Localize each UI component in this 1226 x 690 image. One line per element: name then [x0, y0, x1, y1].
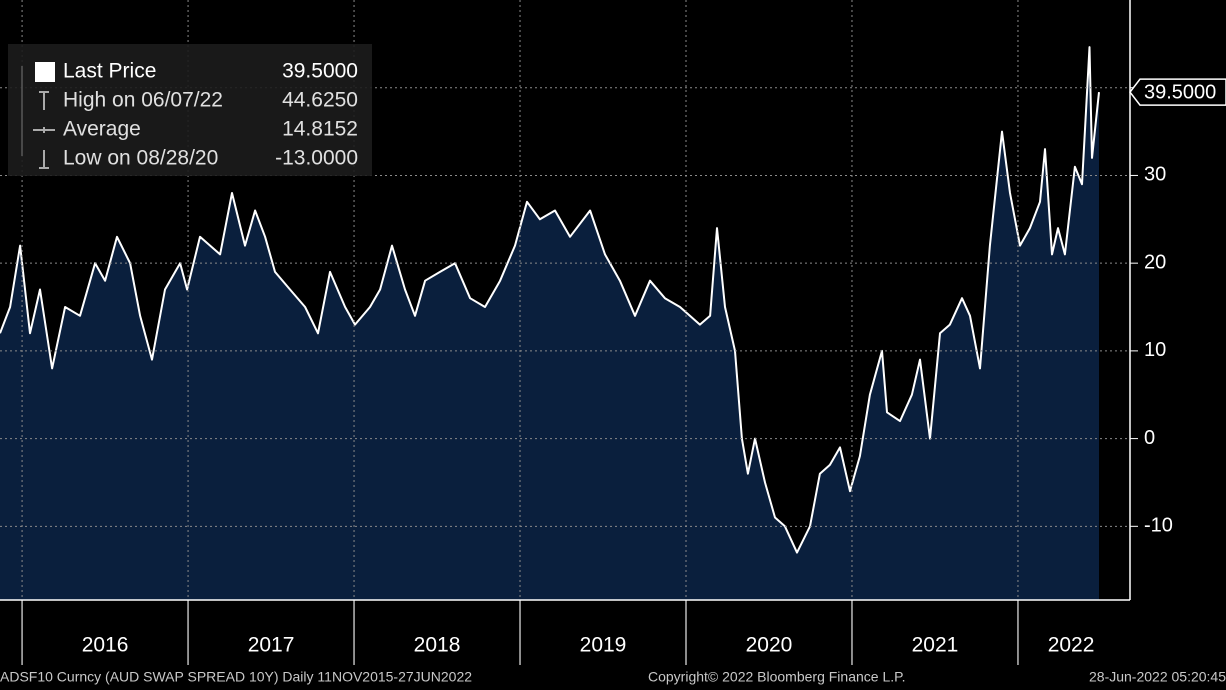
y-tick-label: 20	[1144, 251, 1166, 273]
x-tick-label: 2021	[912, 634, 959, 657]
legend-value: 39.5000	[282, 60, 358, 83]
legend-value: 14.8152	[282, 118, 358, 141]
x-tick-label: 2019	[580, 634, 627, 657]
y-tick-label: 30	[1144, 164, 1166, 186]
x-tick-label: 2020	[746, 634, 793, 657]
badge-shape	[1129, 78, 1226, 106]
legend-icon	[39, 150, 49, 169]
legend-icon	[35, 62, 55, 82]
line	[0, 46, 1100, 554]
footer-right: 28-Jun-2022 05:20:45	[1089, 669, 1226, 685]
footer-left: ADSF10 Curncy (AUD SWAP SPREAD 10Y) Dail…	[0, 669, 472, 685]
legend-label: Last Price	[63, 60, 156, 83]
legend-label: Low on 08/28/20	[63, 147, 218, 170]
legend-value: 44.6250	[282, 89, 358, 112]
footer-center: Copyright© 2022 Bloomberg Finance L.P.	[648, 669, 906, 685]
y-tick-label: 10	[1144, 339, 1166, 361]
legend-value: -13.0000	[275, 147, 358, 170]
legend-label: High on 06/07/22	[63, 89, 223, 112]
legend-box	[8, 44, 372, 176]
y-tick-label: 0	[1144, 427, 1155, 449]
x-tick-label: 2018	[414, 634, 461, 657]
last-price-badge: 39.5000	[1129, 78, 1226, 106]
legend-label: Average	[63, 118, 141, 141]
legend-icon	[33, 127, 55, 133]
area	[0, 47, 1099, 601]
badge-label: 39.5000	[1144, 81, 1216, 103]
x-tick-label: 2022	[1048, 634, 1095, 657]
x-tick-label: 2017	[248, 634, 295, 657]
legend-icon	[39, 91, 49, 110]
x-tick-label: 2016	[82, 634, 129, 657]
y-tick-label: -10	[1144, 515, 1173, 537]
